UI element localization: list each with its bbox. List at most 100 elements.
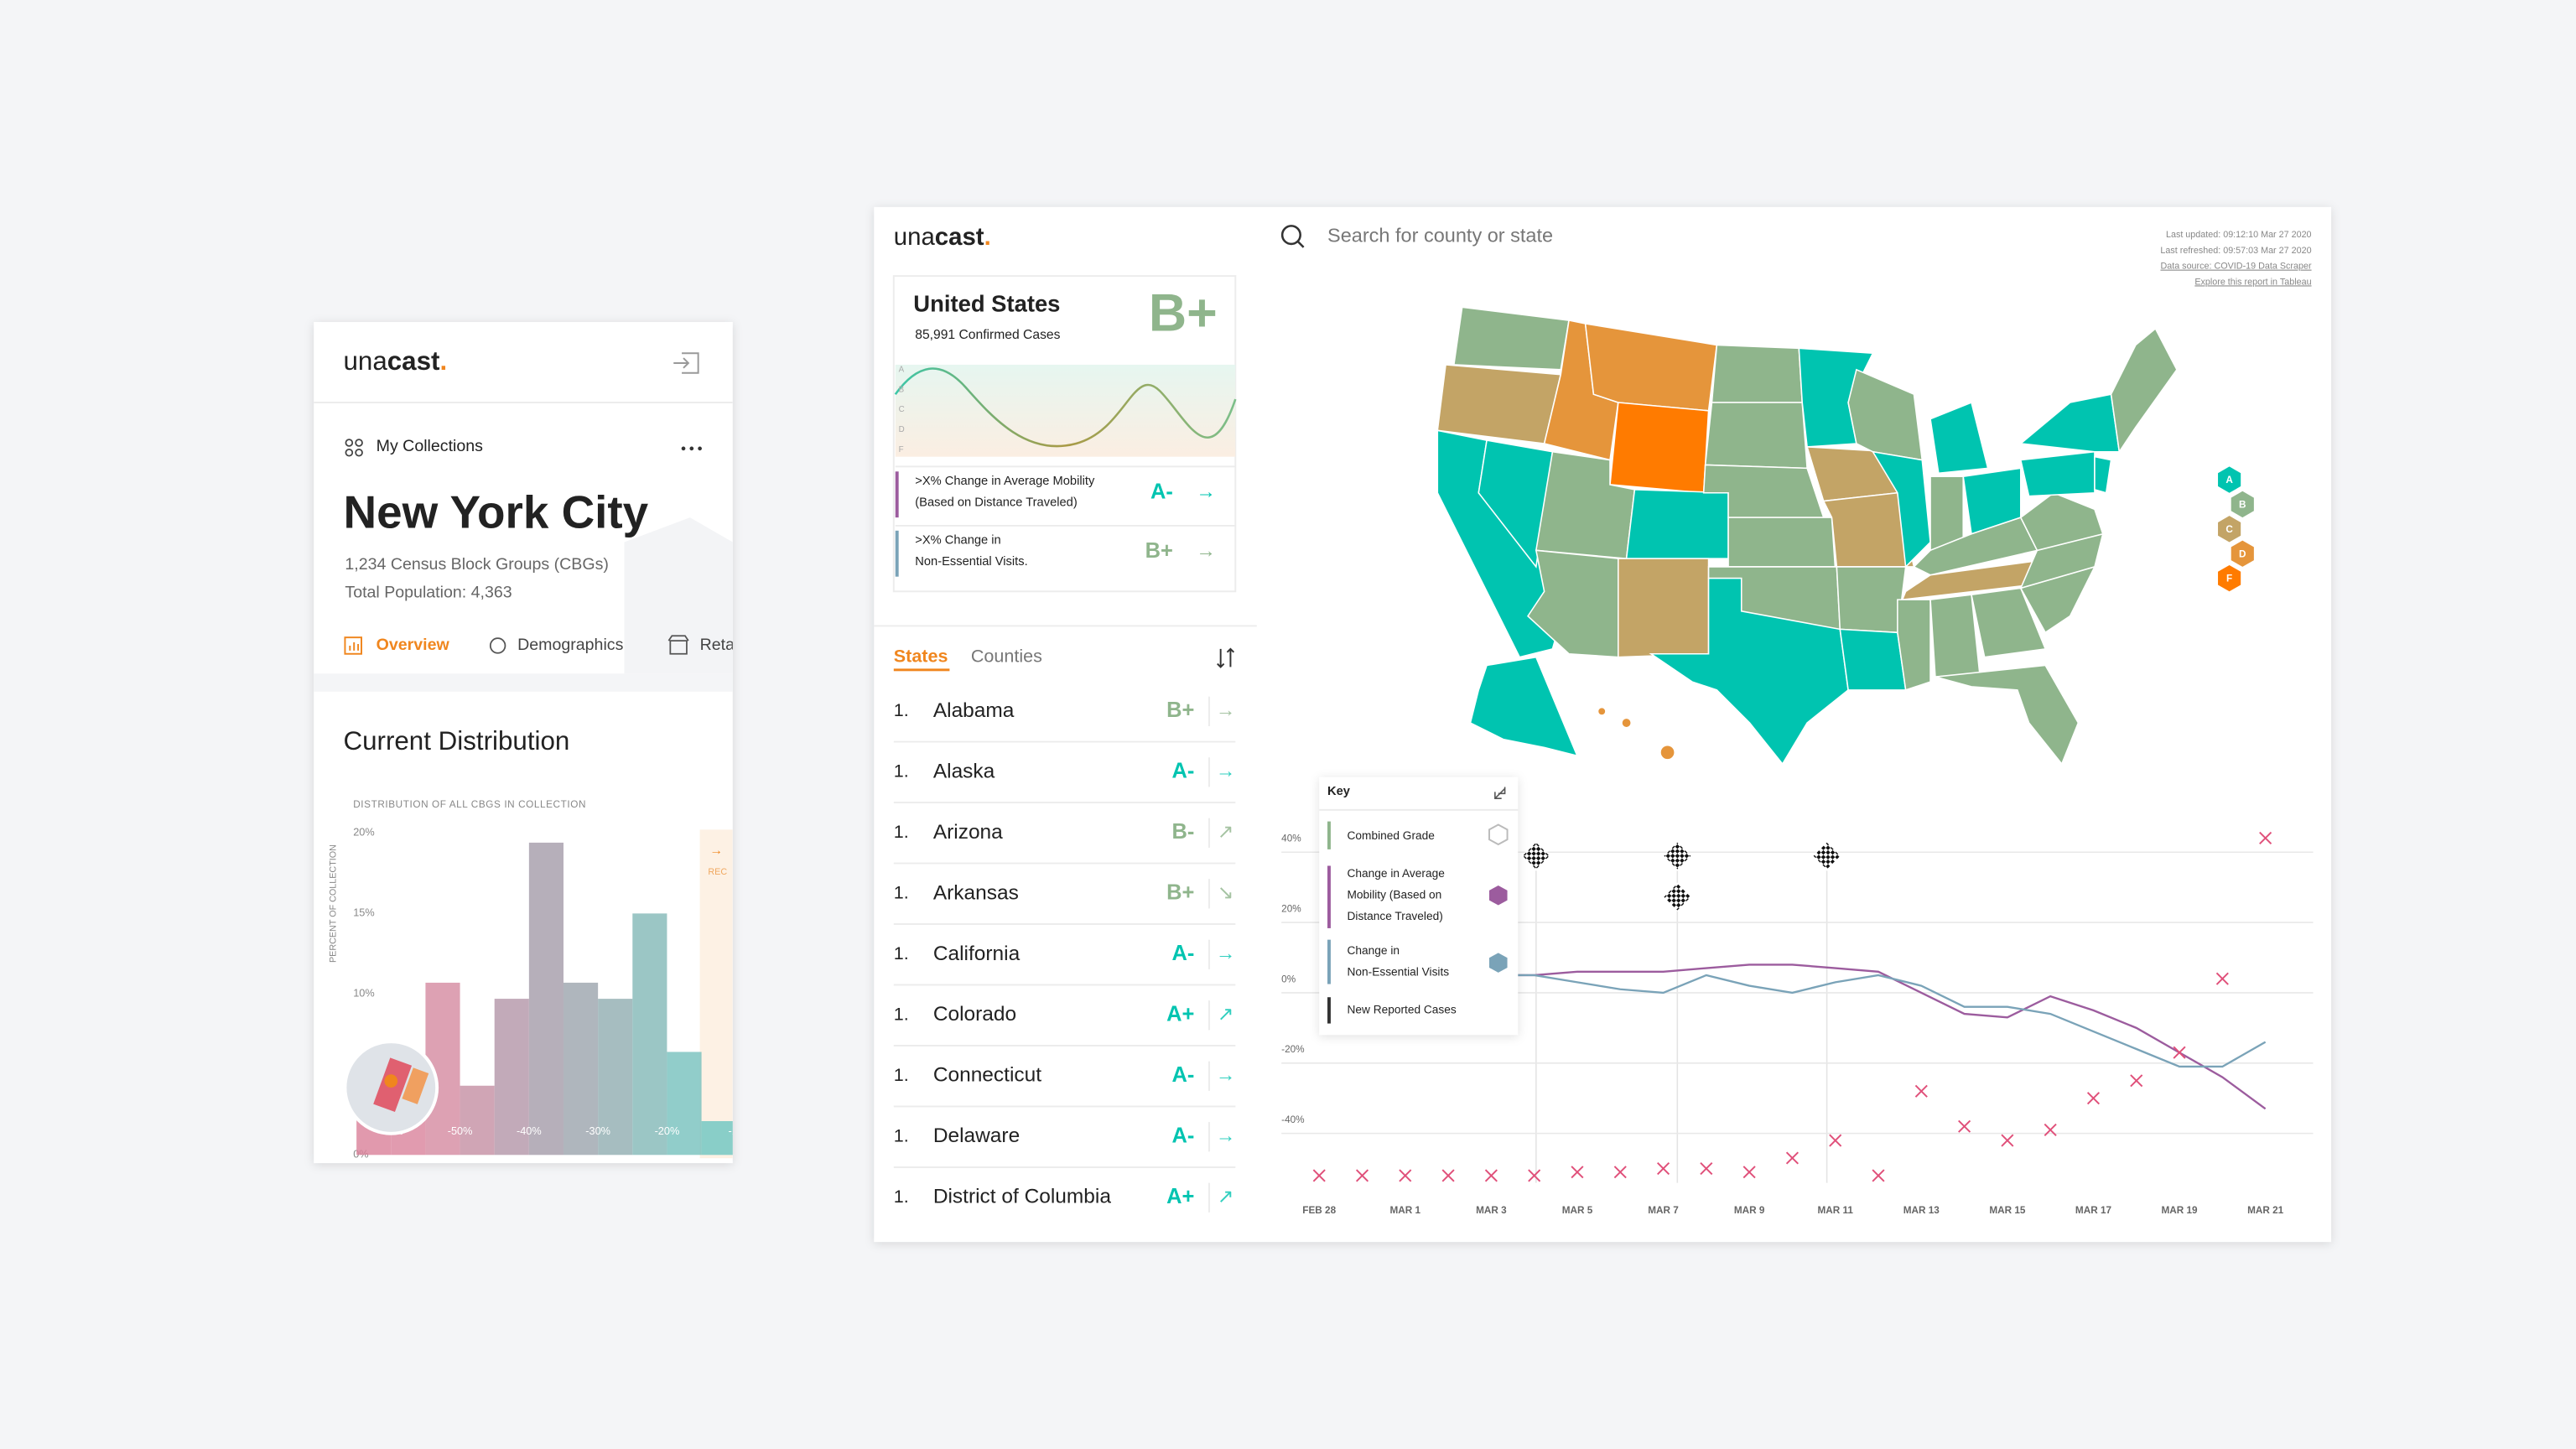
- meta-line: Last updated: 09:12:10 Mar 27 2020: [2166, 230, 2312, 240]
- key-swatch: [1327, 997, 1331, 1024]
- state-grade: A-: [1171, 1063, 1194, 1087]
- grade-curve: [894, 367, 1237, 448]
- search-icon[interactable]: [1280, 225, 1305, 248]
- state-name[interactable]: District of Columbia: [933, 1186, 1112, 1208]
- legend-label: D: [2239, 548, 2246, 559]
- case-marker: [2215, 972, 2229, 985]
- state-name[interactable]: Arizona: [933, 821, 1003, 844]
- x-tick-label: MAR 13: [1903, 1205, 1940, 1216]
- state-name[interactable]: Alaska: [933, 760, 995, 782]
- key-box: [1319, 776, 1519, 1036]
- case-marker: [2086, 1092, 2101, 1105]
- meta-line: Data source: COVID-19 Data Scraper: [2160, 262, 2312, 272]
- state-shape: [1704, 402, 1808, 470]
- city-title: New York City: [343, 486, 648, 538]
- x-tick-label: MAR 3: [1476, 1205, 1507, 1216]
- grade-band: [895, 364, 1236, 457]
- hist-y-label: PERCENT OF COLLECTION: [329, 844, 339, 963]
- state-arrow: ↗: [1218, 1185, 1234, 1207]
- event-flags: [1521, 841, 1841, 912]
- y-tick-label: -40%: [1281, 1114, 1305, 1125]
- more-icon[interactable]: [681, 446, 702, 451]
- map-thumbnail[interactable]: [343, 1040, 439, 1135]
- legend-hex: [2218, 516, 2241, 543]
- state-shape: [1971, 587, 2047, 658]
- legend-hex: [2231, 540, 2254, 567]
- state-name[interactable]: Alabama: [933, 699, 1015, 722]
- state-grade: B-: [1171, 820, 1194, 844]
- meta: Last updated: 09:12:10 Mar 27 2020 Last r…: [2160, 230, 2312, 287]
- state-rank: 1.: [894, 1186, 909, 1207]
- state-arrow: →: [1216, 699, 1236, 721]
- state-shape: [1897, 599, 1931, 691]
- state-name[interactable]: Connecticut: [933, 1064, 1041, 1087]
- logout-icon[interactable]: [673, 352, 699, 374]
- state-arrow: →: [1216, 760, 1236, 782]
- population: Total Population: 4,363: [345, 583, 512, 601]
- state-shape: [1469, 656, 1579, 757]
- x-tick-label: -10: [729, 1124, 744, 1137]
- state-shape: [1649, 577, 1849, 766]
- bar: [494, 999, 529, 1156]
- hex-icon: [1489, 953, 1508, 973]
- state-name[interactable]: California: [933, 943, 1021, 965]
- key-label: Change in: [1348, 944, 1400, 957]
- summary-grade: B+: [1149, 284, 1218, 343]
- case-marker: [1829, 1134, 1842, 1147]
- state-name[interactable]: Delaware: [933, 1124, 1020, 1147]
- state-shape: [1618, 558, 1710, 658]
- tab[interactable]: Demographics: [517, 636, 623, 654]
- state-rank: 1.: [894, 821, 909, 842]
- state-arrow: →: [1216, 942, 1236, 963]
- y-tick-label: 20%: [353, 826, 374, 839]
- case-marker: [1914, 1084, 1928, 1098]
- case-marker: [1742, 1166, 1756, 1179]
- x-tick-label: FEB 28: [1302, 1205, 1336, 1216]
- grade-letter: C: [899, 405, 905, 414]
- state-shape: [1929, 594, 1981, 678]
- state-shape: [1609, 402, 1710, 494]
- us-map: [1436, 306, 2178, 766]
- case-marker: [2001, 1134, 2014, 1147]
- state-rank: 1.: [894, 943, 909, 963]
- state-shape: [1871, 450, 1931, 569]
- state-shape: [2019, 450, 2096, 497]
- tab[interactable]: Counties: [971, 645, 1042, 666]
- sort-icon[interactable]: [1217, 647, 1235, 668]
- metric-grade: B+: [1145, 539, 1173, 563]
- state-shape: [1625, 489, 1729, 559]
- state-grade: A-: [1171, 942, 1194, 965]
- tab[interactable]: Overview: [377, 636, 450, 654]
- state-name[interactable]: Arkansas: [933, 881, 1019, 904]
- y-tick-label: 40%: [1281, 834, 1301, 844]
- tab[interactable]: States: [894, 645, 948, 666]
- state-shape: [1660, 745, 1675, 760]
- legend-label: F: [2226, 574, 2232, 584]
- collections-label[interactable]: My Collections: [377, 437, 484, 455]
- logo-light: una: [343, 346, 387, 376]
- state-name[interactable]: Colorado: [933, 1003, 1016, 1026]
- summary-cases: 85,991 Confirmed Cases: [915, 328, 1060, 342]
- metric-arrow: →: [1196, 480, 1216, 502]
- key-swatch: [1327, 939, 1331, 984]
- state-grade: B+: [1166, 881, 1194, 905]
- y-tick-label: -20%: [1281, 1044, 1305, 1055]
- bar: [632, 913, 667, 1156]
- state-rank: 1.: [894, 761, 909, 782]
- state-grade: B+: [1166, 699, 1194, 722]
- tab[interactable]: Reta: [700, 636, 735, 654]
- metric-label: >X% Change in Average Mobility: [915, 475, 1095, 488]
- key-swatch: [1327, 865, 1331, 928]
- state-rank: 1.: [894, 881, 909, 902]
- bar: [667, 1052, 702, 1156]
- legend-hex: [2218, 466, 2241, 493]
- x-tick-label: -50%: [448, 1124, 473, 1137]
- metric-label: >X% Change in: [915, 533, 1000, 547]
- metric-grade: A-: [1150, 480, 1173, 503]
- key-title: Key: [1327, 785, 1351, 798]
- bar: [460, 1085, 495, 1156]
- state-shape: [1839, 628, 1907, 691]
- search-input[interactable]: Search for county or state: [1327, 224, 1553, 246]
- x-tick-label: MAR 1: [1390, 1205, 1421, 1216]
- collapse-icon[interactable]: [1494, 787, 1506, 799]
